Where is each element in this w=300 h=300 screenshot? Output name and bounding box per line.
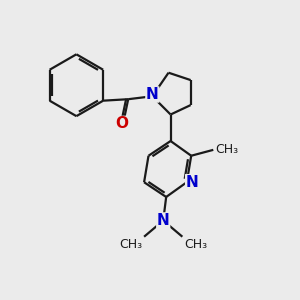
Text: N: N bbox=[186, 175, 199, 190]
Text: O: O bbox=[115, 116, 128, 131]
Text: N: N bbox=[157, 213, 169, 228]
Text: CH₃: CH₃ bbox=[184, 238, 207, 251]
Text: CH₃: CH₃ bbox=[215, 143, 238, 156]
Text: N: N bbox=[146, 87, 159, 102]
Text: CH₃: CH₃ bbox=[119, 238, 142, 251]
